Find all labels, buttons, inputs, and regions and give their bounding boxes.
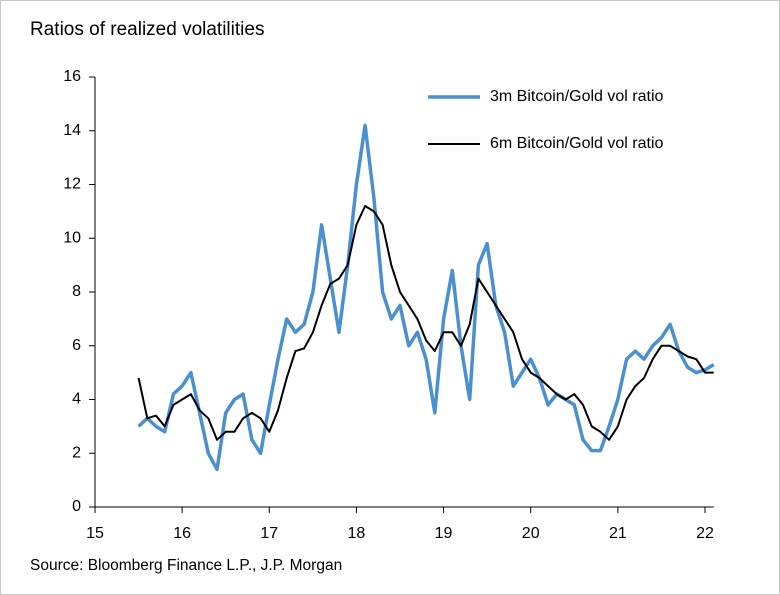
x-tick-label: 22 xyxy=(696,525,714,542)
series-line xyxy=(137,205,714,441)
x-tick-label: 20 xyxy=(522,525,540,542)
x-tick-label: 15 xyxy=(86,525,104,542)
x-tick-label: 17 xyxy=(260,525,278,542)
series-line xyxy=(137,123,715,472)
y-tick-label: 10 xyxy=(63,229,81,246)
y-tick-label: 16 xyxy=(63,68,81,85)
y-tick-label: 6 xyxy=(72,337,81,354)
y-tick-label: 8 xyxy=(72,283,81,300)
source: Source: Bloomberg Finance L.P., J.P. Mor… xyxy=(30,557,342,574)
x-tick-label: 16 xyxy=(173,525,191,542)
x-tick-label: 21 xyxy=(609,525,627,542)
x-tick-label: 19 xyxy=(435,525,453,542)
x-tick-label: 18 xyxy=(348,525,366,542)
y-tick-label: 12 xyxy=(63,176,81,193)
y-tick-label: 4 xyxy=(72,391,81,408)
legend-label: 3m Bitcoin/Gold vol ratio xyxy=(490,88,664,105)
legend-label: 6m Bitcoin/Gold vol ratio xyxy=(490,135,664,152)
y-tick-label: 2 xyxy=(72,444,81,461)
chart-title: Ratios of realized volatilities xyxy=(30,19,264,40)
y-tick-label: 0 xyxy=(72,498,81,515)
y-tick-label: 14 xyxy=(63,122,81,139)
